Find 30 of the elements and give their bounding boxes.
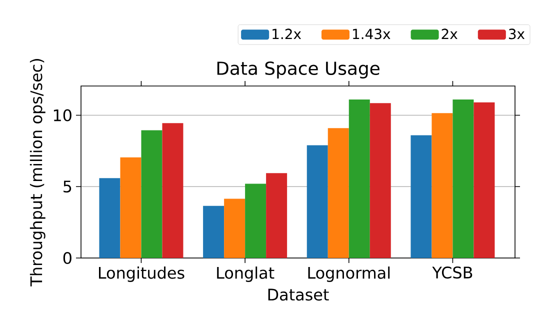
x-tick-label: Longlat xyxy=(217,266,274,282)
bar xyxy=(224,198,246,258)
x-axis-title: Dataset xyxy=(268,288,329,301)
bar xyxy=(266,173,288,258)
bar xyxy=(410,135,432,258)
bar xyxy=(370,103,391,258)
chart-title: Data Space Usage xyxy=(217,61,380,79)
legend-label: 1.43x xyxy=(353,28,390,40)
legend-label: 2x xyxy=(442,28,458,40)
y-tick-label: 0 xyxy=(63,252,72,264)
bar xyxy=(348,100,370,258)
legend-label: 3x xyxy=(508,28,525,40)
bar xyxy=(474,102,495,258)
bar xyxy=(141,130,162,258)
bar xyxy=(452,100,474,258)
x-tick-label: Longitudes xyxy=(98,266,184,282)
bar xyxy=(162,123,184,258)
legend-label: 1.2x xyxy=(272,28,302,40)
y-axis-title: Throughput (million ops/sec) xyxy=(30,59,46,286)
y-tick-label: 5 xyxy=(64,180,72,193)
y-tick-label: 10 xyxy=(54,109,72,122)
bar xyxy=(328,128,349,258)
bar xyxy=(99,178,120,258)
bar xyxy=(120,157,142,258)
bar xyxy=(306,145,328,258)
bar xyxy=(203,206,224,258)
bar xyxy=(432,113,453,258)
x-tick-label: YCSB xyxy=(432,266,472,279)
x-tick-label: Lognormal xyxy=(308,266,390,282)
bar xyxy=(245,184,266,258)
